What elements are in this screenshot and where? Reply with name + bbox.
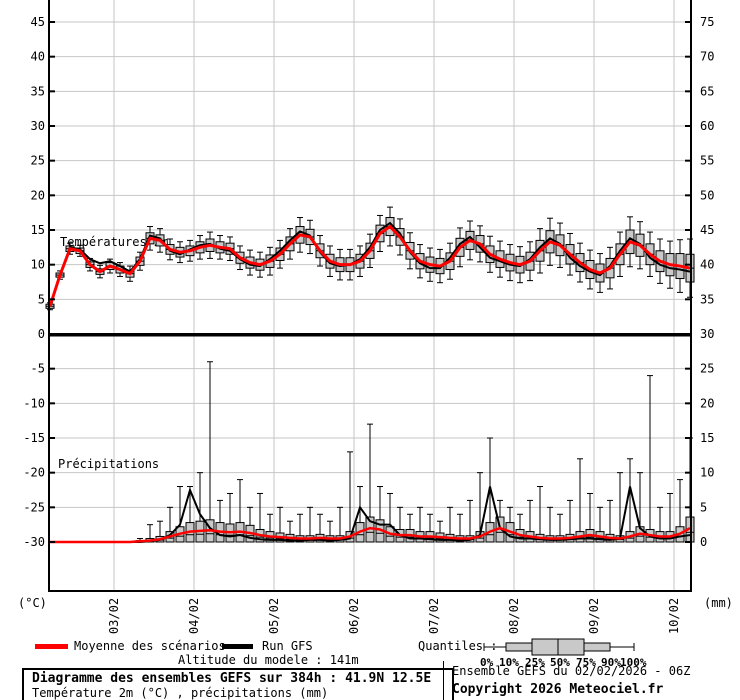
right-tick-label: 45 <box>700 223 714 237</box>
quantile-tick: 75% <box>576 656 596 669</box>
legend-mean-label: Moyenne des scénarios <box>74 639 226 653</box>
left-tick-label: 10 <box>31 258 45 272</box>
left-tick-label: -20 <box>23 466 45 480</box>
model-altitude-label: Altitude du modele : 141m <box>178 653 359 667</box>
left-axis-unit: (°C) <box>18 596 47 610</box>
quantiles-boxplot-glyph <box>483 638 635 656</box>
left-axis <box>48 0 50 592</box>
bottom-axis <box>48 590 692 592</box>
copyright-label: Copyright 2026 Meteociel.fr <box>452 682 664 697</box>
date-label: 07/02 <box>427 598 441 634</box>
right-tick-label: 50 <box>700 188 714 202</box>
left-tick-label: 0 <box>38 327 45 341</box>
quantile-tick: 90% <box>601 656 621 669</box>
quantile-tick: 100% <box>620 656 647 669</box>
footer-divider <box>443 661 444 700</box>
precip-mean-line <box>50 526 691 544</box>
quantile-tick: 0% <box>480 656 494 669</box>
right-tick-label: 40 <box>700 258 714 272</box>
right-tick-label: 60 <box>700 119 714 133</box>
precipitation-panel-label: Précipitations <box>58 457 159 471</box>
mean-line-swatch <box>35 644 68 649</box>
right-tick-label: 70 <box>700 50 714 64</box>
temp-gfs-line <box>49 221 691 307</box>
date-label: 09/02 <box>587 598 601 634</box>
diagram-title: Diagramme des ensembles GEFS sur 384h : … <box>32 671 432 686</box>
quantile-tick: 10% <box>499 656 519 669</box>
right-tick-label: 25 <box>700 362 714 376</box>
left-tick-label: 15 <box>31 223 45 237</box>
left-tick-label: -30 <box>23 535 45 549</box>
date-label: 04/02 <box>187 598 201 634</box>
right-tick-label: 10 <box>700 466 714 480</box>
date-label: 06/02 <box>347 598 361 634</box>
date-label: 05/02 <box>267 598 281 634</box>
diagram-info-box: Diagramme des ensembles GEFS sur 384h : … <box>22 668 454 700</box>
right-tick-label: 5 <box>700 500 707 514</box>
date-label: 03/02 <box>107 598 121 634</box>
gfs-line-swatch <box>222 644 253 649</box>
left-tick-label: 5 <box>38 292 45 306</box>
quantile-tick: 25% <box>525 656 545 669</box>
right-axis-unit: (mm) <box>704 596 733 610</box>
left-tick-label: 25 <box>31 154 45 168</box>
right-tick-label: 0 <box>700 535 707 549</box>
right-tick-label: 15 <box>700 431 714 445</box>
date-label: 08/02 <box>507 598 521 634</box>
right-tick-label: 20 <box>700 396 714 410</box>
diagram-subtitle: Température 2m (°C) , précipitations (mm… <box>32 686 329 700</box>
left-tick-label: 30 <box>31 119 45 133</box>
left-tick-label: 35 <box>31 84 45 98</box>
legend-gfs-label: Run GFS <box>262 639 313 653</box>
right-axis <box>690 0 692 592</box>
quantile-tick: 50% <box>550 656 570 669</box>
left-tick-label: 20 <box>31 188 45 202</box>
left-tick-label: 40 <box>31 50 45 64</box>
left-tick-label: -25 <box>23 500 45 514</box>
zero-separator <box>50 333 690 337</box>
temp-mean-line <box>48 224 691 307</box>
quantiles-label: Quantiles : <box>418 639 498 653</box>
right-tick-label: 65 <box>700 84 714 98</box>
left-tick-label: -15 <box>23 431 45 445</box>
left-tick-label: -10 <box>23 396 45 410</box>
left-tick-label: 45 <box>31 15 45 29</box>
date-label: 10/02 <box>667 598 681 634</box>
ensemble-chart: Températures 2m Précipitations 45 40 35 30 25 2… <box>23 0 714 634</box>
run-info-label: Ensemble GEFS du 02/02/2026 - 06Z <box>452 664 691 678</box>
temperature-panel-label: Températures 2m <box>60 235 168 249</box>
left-tick-label: -5 <box>31 362 45 376</box>
right-tick-label: 30 <box>700 327 714 341</box>
right-tick-label: 75 <box>700 15 714 29</box>
right-tick-label: 35 <box>700 292 714 306</box>
right-tick-label: 55 <box>700 154 714 168</box>
